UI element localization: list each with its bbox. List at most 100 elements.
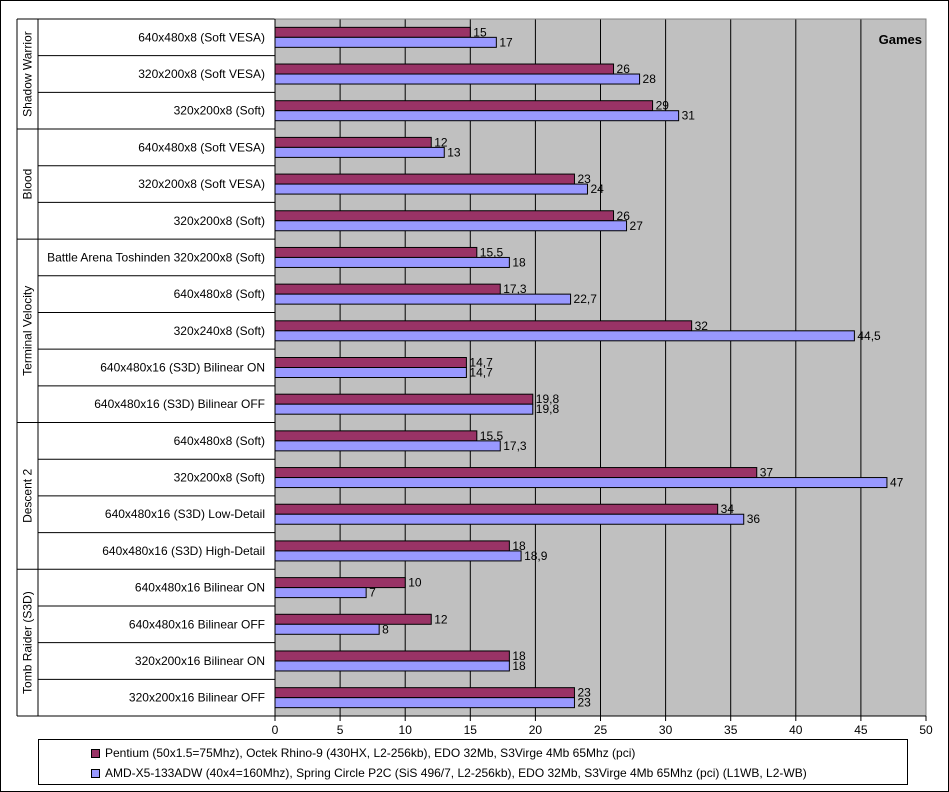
bar-series-2 xyxy=(274,110,680,122)
data-label-series-1: 10 xyxy=(408,576,422,590)
category-label: 320x240x8 (Soft) xyxy=(174,324,265,338)
category-label: 320x200x8 (Soft VESA) xyxy=(138,177,265,191)
category-label: Battle Arena Toshinden 320x200x8 (Soft) xyxy=(47,250,265,264)
x-tick-label: 15 xyxy=(464,723,478,737)
category-label: 640x480x16 (S3D) High-Detail xyxy=(102,544,265,558)
legend-swatch-series-1 xyxy=(91,748,100,758)
data-label-series-1: 17,3 xyxy=(503,282,527,296)
bar-series-1 xyxy=(274,650,510,662)
bar-series-2 xyxy=(274,73,641,85)
bar-series-2 xyxy=(274,623,380,635)
data-label-series-1: 18 xyxy=(512,539,526,553)
bar-series-2 xyxy=(274,256,510,268)
bar-series-1 xyxy=(274,467,758,479)
category-label: 320x200x8 (Soft) xyxy=(174,214,265,228)
category-label: 640x480x16 (S3D) Bilinear OFF xyxy=(94,397,265,411)
legend-entry-series-2: AMD-X5-133ADW (40x4=160Mhz), Spring Circ… xyxy=(91,765,807,781)
data-label-series-2: 36 xyxy=(747,512,761,526)
x-tick-label: 40 xyxy=(789,723,803,737)
x-tick-label: 10 xyxy=(399,723,413,737)
data-label-series-2: 17,3 xyxy=(503,439,527,453)
group-label: Shadow Warrior xyxy=(21,31,35,117)
bar-series-2 xyxy=(274,587,367,599)
category-label: 640x480x8 (Soft) xyxy=(174,287,265,301)
bar-series-2 xyxy=(274,550,522,562)
bar-series-1 xyxy=(274,246,478,258)
data-label-series-1: 12 xyxy=(434,135,448,149)
bar-series-1 xyxy=(274,283,501,295)
bar-series-2 xyxy=(274,146,445,158)
category-label: 320x200x8 (Soft VESA) xyxy=(138,67,265,81)
legend-entry-series-1: Pentium (50x1.5=75Mhz), Octek Rhino-9 (4… xyxy=(91,745,635,761)
bar-series-1 xyxy=(274,540,510,552)
data-label-series-1: 37 xyxy=(760,466,774,480)
category-label: 640x480x8 (Soft VESA) xyxy=(138,30,265,44)
legend: Pentium (50x1.5=75Mhz), Octek Rhino-9 (4… xyxy=(38,739,908,785)
category-label: 640x480x16 Bilinear ON xyxy=(135,581,265,595)
x-tick-label: 5 xyxy=(337,723,344,737)
category-label: 640x480x8 (Soft VESA) xyxy=(138,140,265,154)
bar-series-1 xyxy=(274,430,478,442)
data-label-series-2: 18,9 xyxy=(524,549,548,563)
bar-series-1 xyxy=(274,100,654,112)
bar-series-2 xyxy=(274,183,588,195)
x-tick-label: 50 xyxy=(919,723,933,737)
bar-series-1 xyxy=(274,26,471,38)
bar-series-2 xyxy=(274,330,855,342)
category-label: 320x200x16 Bilinear ON xyxy=(135,654,265,668)
data-label-series-2: 27 xyxy=(630,219,644,233)
x-tick-label: 20 xyxy=(529,723,543,737)
bar-series-1 xyxy=(274,210,615,222)
data-label-series-1: 19,8 xyxy=(536,392,560,406)
data-label-series-2: 8 xyxy=(382,622,389,636)
data-label-series-1: 26 xyxy=(617,209,631,223)
x-tick-label: 0 xyxy=(272,723,279,737)
data-label-series-1: 15,5 xyxy=(480,245,504,259)
data-label-series-2: 44,5 xyxy=(857,329,881,343)
data-label-series-2: 24 xyxy=(590,182,604,196)
data-label-series-1: 26 xyxy=(617,62,631,76)
data-label-series-2: 18 xyxy=(512,255,526,269)
category-label: 320x200x8 (Soft) xyxy=(174,104,265,118)
legend-swatch-series-2 xyxy=(91,768,100,778)
category-label: 320x200x8 (Soft) xyxy=(174,471,265,485)
bar-series-1 xyxy=(274,577,406,589)
data-label-series-2: 14,7 xyxy=(469,366,493,380)
bar-series-2 xyxy=(274,403,534,415)
data-label-series-2: 47 xyxy=(890,476,904,490)
group-label: Tomb Raider (S3D) xyxy=(21,591,35,694)
bar-series-1 xyxy=(274,63,615,75)
category-label: 320x200x16 Bilinear OFF xyxy=(129,691,265,705)
data-label-series-1: 14,7 xyxy=(469,356,493,370)
group-label: Descent 2 xyxy=(21,469,35,523)
data-label-series-2: 13 xyxy=(447,145,461,159)
data-label-series-2: 28 xyxy=(643,72,657,86)
data-label-series-1: 23 xyxy=(577,172,591,186)
category-label: 640x480x16 (S3D) Low-Detail xyxy=(105,507,265,521)
data-label-series-2: 23 xyxy=(577,696,591,710)
chart-title: Games xyxy=(879,32,922,47)
bar-series-1 xyxy=(274,136,432,148)
x-tick-label: 35 xyxy=(724,723,738,737)
data-label-series-1: 29 xyxy=(656,99,670,113)
data-label-series-2: 17 xyxy=(499,35,513,49)
data-label-series-1: 18 xyxy=(512,649,526,663)
legend-label-series-1: Pentium (50x1.5=75Mhz), Octek Rhino-9 (4… xyxy=(105,746,636,760)
data-label-series-1: 32 xyxy=(695,319,709,333)
data-label-series-2: 31 xyxy=(682,109,696,123)
bar-series-2 xyxy=(274,513,745,525)
data-label-series-2: 22,7 xyxy=(574,292,598,306)
bar-series-1 xyxy=(274,357,467,368)
data-label-series-2: 7 xyxy=(369,586,376,600)
category-label: 640x480x16 Bilinear OFF xyxy=(129,617,265,631)
bar-series-2 xyxy=(274,293,572,305)
x-tick-label: 45 xyxy=(854,723,868,737)
data-label-series-1: 12 xyxy=(434,612,448,626)
group-label: Terminal Velocity xyxy=(21,286,35,376)
bar-series-1 xyxy=(274,320,693,332)
bar-series-2 xyxy=(274,697,575,709)
group-label: Blood xyxy=(21,169,35,200)
bar-series-2 xyxy=(274,440,501,452)
